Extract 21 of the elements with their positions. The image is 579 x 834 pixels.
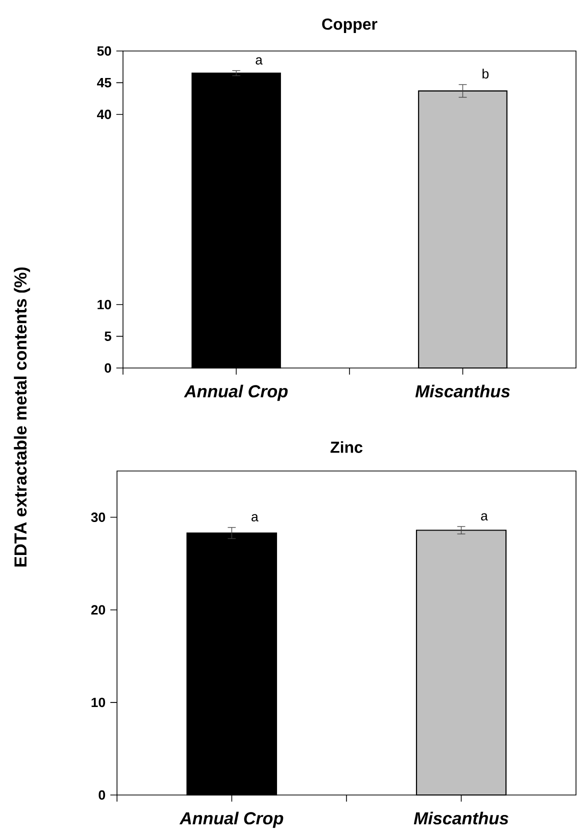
y-tick-label: 10 <box>92 698 106 708</box>
y-tick-label: 50 <box>97 46 112 56</box>
annotation: b <box>482 68 489 79</box>
y-tick-label: 0 <box>98 790 106 800</box>
annotation: a <box>252 514 258 522</box>
x-tick-label: Annual Crop <box>179 812 284 828</box>
chart-title: Copper <box>322 18 378 33</box>
y-tick-label: 0 <box>104 363 112 373</box>
y-tick-label: 20 <box>91 605 106 615</box>
y-tick-label: 45 <box>97 78 112 88</box>
x-tick-label: Miscanthus <box>415 384 510 398</box>
y-axis-title: EDTA extractable metal contents (%) <box>14 267 30 567</box>
x-tick-label: Annual Crop <box>184 384 288 401</box>
annotation: a <box>256 57 263 65</box>
y-tick-label: 5 <box>104 332 112 341</box>
chart-title: Zinc <box>330 441 362 453</box>
annotation: a <box>481 513 488 520</box>
x-tick-label: Miscanthus <box>414 812 508 824</box>
y-tick-label: 10 <box>98 300 112 310</box>
y-tick-label: 40 <box>97 110 112 120</box>
y-tick-label: 30 <box>91 512 106 522</box>
